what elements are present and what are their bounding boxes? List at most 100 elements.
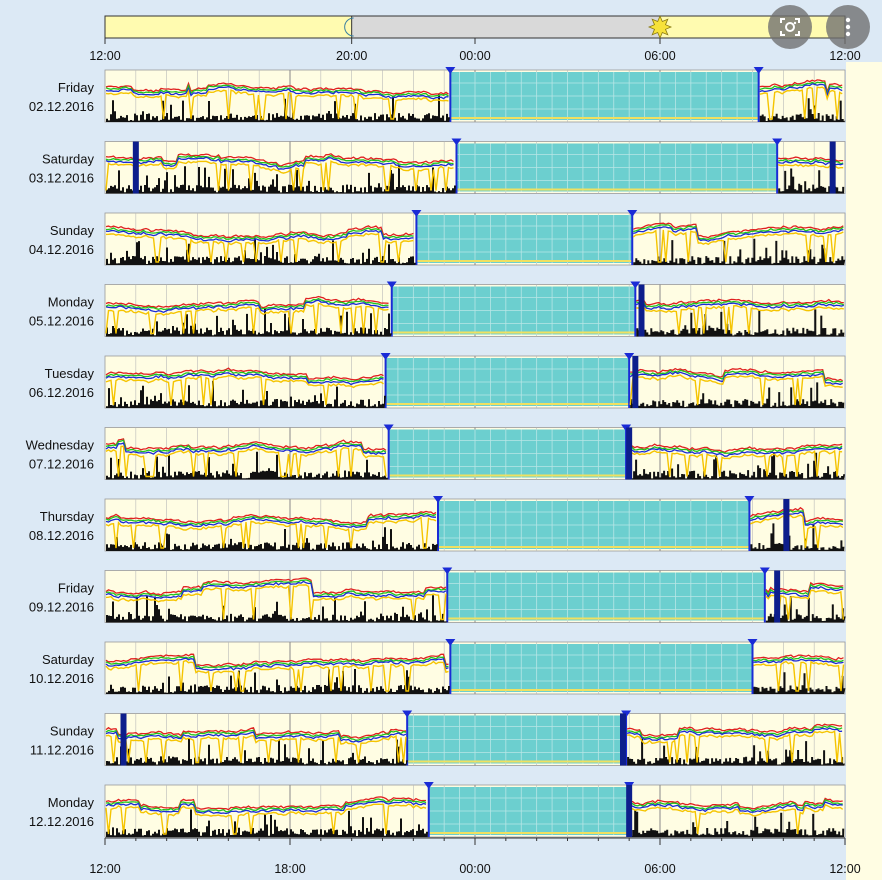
- more-vert-icon: [845, 17, 851, 37]
- day-row: Tuesday 06.12.2016: [29, 353, 846, 409]
- more-options-button[interactable]: [826, 5, 870, 49]
- signal-yellow: [105, 803, 427, 835]
- activity-histogram: [765, 596, 846, 623]
- heart-rate-red: [753, 654, 844, 661]
- heart-rate-red: [749, 506, 843, 523]
- top-tick-label: 12:00: [829, 49, 860, 63]
- top-tick-label: 00:00: [459, 49, 490, 63]
- heart-rate-red: [105, 726, 407, 739]
- sleep-start-marker: [423, 782, 434, 789]
- day-rows: Friday 02.12.2016 Saturday 03.12.2016 Sunday…: [26, 62, 882, 880]
- heart-rate-red: [630, 367, 843, 382]
- signal-blue: [105, 442, 387, 456]
- day-name-label: Saturday: [42, 652, 95, 667]
- day-row: Monday 12.12.2016: [29, 782, 846, 838]
- signal-blue: [627, 447, 843, 457]
- top-time-axis: 12:00 20:00 00:00 06:00 12:00: [89, 38, 861, 63]
- day-name-label: Friday: [58, 581, 95, 596]
- signal-green: [630, 799, 843, 812]
- date-label: 05.12.2016: [29, 314, 94, 329]
- activity-histogram: [106, 738, 408, 766]
- sleep-start-marker: [445, 67, 456, 74]
- activity-histogram: [106, 380, 386, 408]
- date-label: 10.12.2016: [29, 671, 94, 686]
- event-marker: [120, 713, 127, 766]
- day-name-label: Wednesday: [26, 438, 95, 453]
- top-tick-label: 20:00: [336, 49, 367, 63]
- top-tick-label: 06:00: [644, 49, 675, 63]
- bottom-tick-label: 12:00: [89, 862, 120, 876]
- activity-histogram: [630, 382, 845, 408]
- signal-yellow: [753, 660, 845, 692]
- bottom-tick-label: 18:00: [274, 862, 305, 876]
- signal-green: [636, 300, 844, 308]
- signal-yellow: [105, 584, 447, 621]
- signal-blue: [750, 511, 844, 526]
- bottom-tick-label: 06:00: [644, 862, 675, 876]
- signal-green: [627, 725, 843, 740]
- signal-yellow: [105, 88, 449, 120]
- event-marker: [783, 499, 790, 551]
- date-label: 12.12.2016: [29, 814, 94, 829]
- signal-green: [105, 579, 447, 598]
- event-marker: [626, 785, 633, 837]
- heart-rate-red: [633, 222, 844, 239]
- day-row: Sunday 04.12.2016: [29, 210, 846, 266]
- bottom-time-axis: 12:00 18:00 00:00 06:00 12:00: [89, 837, 861, 876]
- day-name-label: Saturday: [42, 152, 95, 167]
- event-marker: [132, 141, 139, 194]
- signal-green: [633, 224, 844, 241]
- sleep-start-marker: [383, 424, 394, 432]
- signal-yellow: [632, 229, 844, 263]
- signal-yellow: [105, 659, 449, 692]
- signal-blue: [105, 229, 414, 243]
- signal-blue: [636, 302, 844, 311]
- day-row: Thursday 08.12.2016: [29, 496, 846, 552]
- event-marker: [638, 284, 645, 337]
- activity-histogram: [633, 238, 846, 265]
- signal-yellow: [105, 302, 389, 335]
- signal-blue: [633, 226, 844, 243]
- heart-rate-red: [105, 81, 449, 96]
- signal-yellow: [629, 374, 843, 406]
- bottom-tick-label: 00:00: [459, 862, 490, 876]
- activity-histogram: [106, 238, 416, 265]
- signal-green: [105, 369, 384, 383]
- signal-green: [105, 297, 389, 311]
- activity-histogram: [636, 309, 845, 337]
- lens-button[interactable]: [768, 5, 812, 49]
- activity-histogram: [106, 308, 392, 337]
- sleep-start-marker: [445, 639, 456, 646]
- signal-blue: [105, 86, 449, 100]
- heart-rate-red: [105, 796, 426, 811]
- signal-yellow: [750, 514, 844, 549]
- signal-yellow: [636, 304, 844, 334]
- signal-blue: [630, 801, 843, 813]
- signal-blue: [626, 727, 843, 741]
- signal-green: [753, 655, 844, 663]
- date-label: 06.12.2016: [29, 385, 94, 400]
- event-marker: [632, 356, 639, 408]
- date-label: 04.12.2016: [29, 242, 94, 257]
- signal-blue: [629, 371, 843, 386]
- signal-yellow: [105, 232, 414, 263]
- sleep-start-marker: [402, 710, 413, 718]
- sleep-end-marker: [772, 138, 783, 146]
- activity-histogram: [106, 527, 438, 551]
- activity-histogram: [106, 809, 428, 837]
- signal-blue: [105, 731, 407, 743]
- heart-rate-red: [105, 510, 437, 525]
- signal-green: [105, 798, 427, 813]
- sleep-end-marker: [621, 710, 632, 718]
- signal-yellow: [626, 449, 843, 477]
- signal-blue: [105, 299, 389, 314]
- sleep-end-marker: [753, 67, 764, 74]
- sleep-end-marker: [747, 639, 758, 646]
- activity-histogram: [753, 672, 846, 694]
- date-label: 09.12.2016: [29, 600, 94, 615]
- heart-rate-red: [626, 443, 843, 453]
- heart-rate-red: [105, 653, 449, 668]
- sleep-start-marker: [411, 210, 422, 217]
- heart-rate-red: [105, 367, 384, 381]
